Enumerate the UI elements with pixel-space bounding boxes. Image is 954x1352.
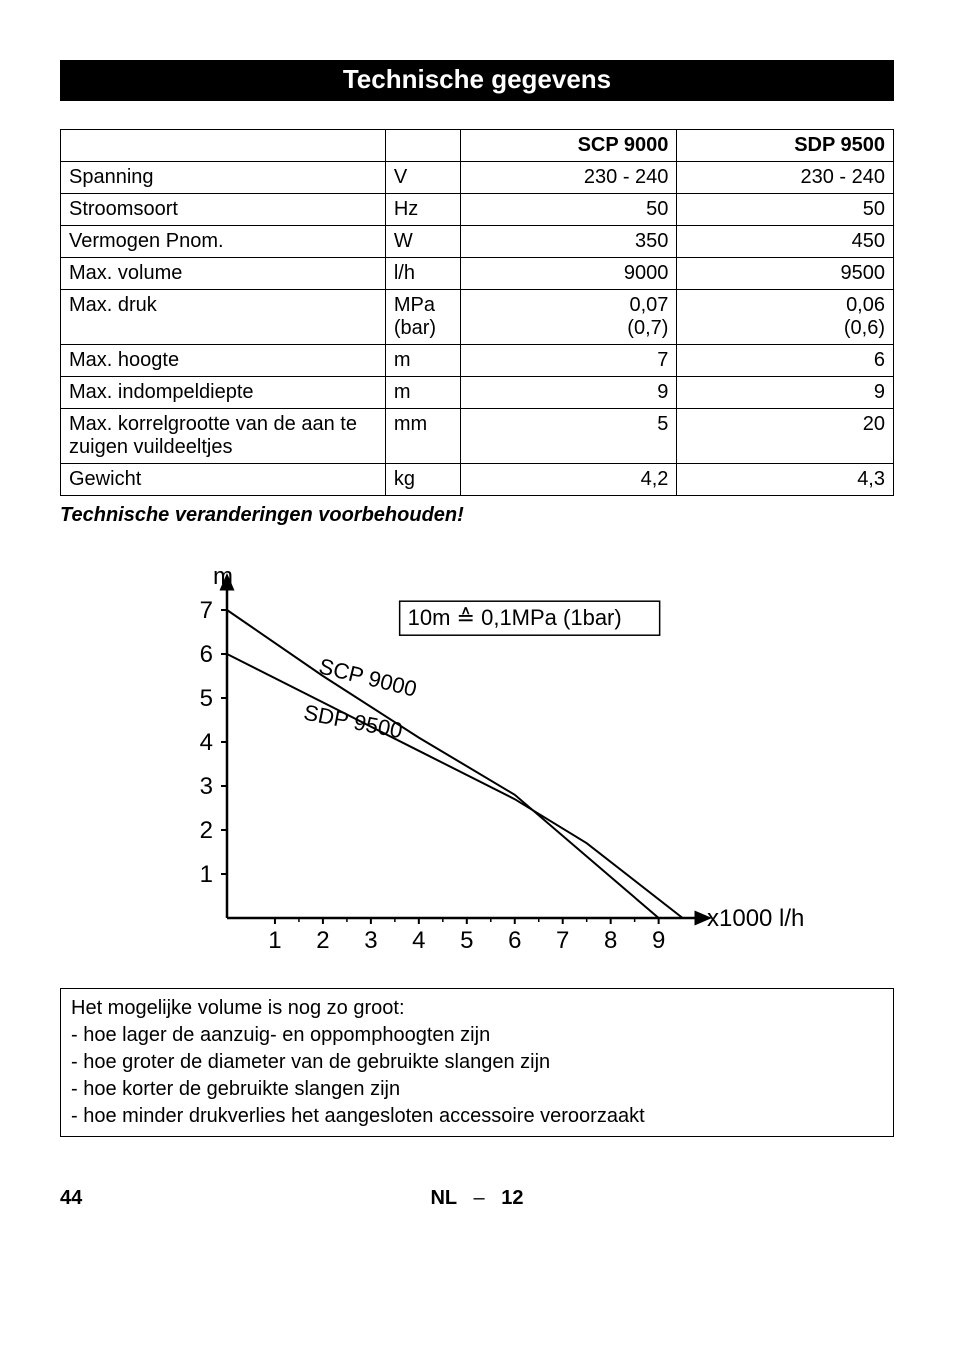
notes-item: - hoe groter de diameter van de gebruikt… xyxy=(71,1049,883,1076)
svg-text:4: 4 xyxy=(412,927,425,954)
table-row: Max. drukMPa(bar)0,07(0,7)0,06(0,6) xyxy=(61,290,894,345)
svg-text:m: m xyxy=(213,563,233,590)
page-number-global: 44 xyxy=(60,1187,82,1210)
svg-text:5: 5 xyxy=(200,685,213,712)
table-row: Max. indompeldieptem99 xyxy=(61,377,894,409)
svg-text:8: 8 xyxy=(604,927,617,954)
notes-item: - hoe minder drukverlies het aangesloten… xyxy=(71,1103,883,1130)
table-row: Max. volumel/h90009500 xyxy=(61,258,894,290)
performance-chart: 1 2 3 4 5 6 7 1 2 3 4 5 6 7 8 9 m x1000 l/h 10m ≙ 0,1MPa (… xyxy=(127,548,827,968)
page-indicator-local: NL – 12 xyxy=(430,1187,523,1210)
notes-item: - hoe lager de aanzuig- en oppomphoogten… xyxy=(71,1022,883,1049)
svg-text:2: 2 xyxy=(316,927,329,954)
notes-intro: Het mogelijke volume is nog zo groot: xyxy=(71,995,883,1022)
table-row: Max. hoogtem76 xyxy=(61,345,894,377)
notes-box: Het mogelijke volume is nog zo groot: - … xyxy=(60,988,894,1137)
disclaimer-text: Technische veranderingen voorbehouden! xyxy=(60,502,894,528)
table-row: Vermogen Pnom.W350450 xyxy=(61,226,894,258)
table-row: StroomsoortHz5050 xyxy=(61,194,894,226)
svg-text:6: 6 xyxy=(200,641,213,668)
svg-text:3: 3 xyxy=(364,927,377,954)
svg-text:SDP 9500: SDP 9500 xyxy=(302,700,405,744)
table-row: Max. korrelgrootte van de aan te zuigen … xyxy=(61,409,894,464)
svg-text:7: 7 xyxy=(200,597,213,624)
table-row: Gewichtkg4,24,3 xyxy=(61,464,894,496)
svg-text:6: 6 xyxy=(508,927,521,954)
col-header-scp: SCP 9000 xyxy=(460,130,677,162)
col-header-label xyxy=(61,130,386,162)
svg-text:4: 4 xyxy=(200,729,213,756)
col-header-sdp: SDP 9500 xyxy=(677,130,894,162)
svg-text:10m ≙ 0,1MPa (1bar): 10m ≙ 0,1MPa (1bar) xyxy=(408,605,622,630)
notes-item: - hoe korter de gebruikte slangen zijn xyxy=(71,1076,883,1103)
col-header-unit xyxy=(385,130,460,162)
svg-text:5: 5 xyxy=(460,927,473,954)
svg-text:x1000 l/h: x1000 l/h xyxy=(707,905,804,932)
section-header: Technische gegevens xyxy=(60,60,894,101)
svg-text:2: 2 xyxy=(200,817,213,844)
svg-text:1: 1 xyxy=(200,861,213,888)
spec-table: SCP 9000 SDP 9500 SpanningV230 - 240230 … xyxy=(60,129,894,496)
svg-text:1: 1 xyxy=(268,927,281,954)
svg-text:3: 3 xyxy=(200,773,213,800)
svg-text:SCP 9000: SCP 9000 xyxy=(316,653,419,701)
table-row: SpanningV230 - 240230 - 240 xyxy=(61,162,894,194)
svg-text:7: 7 xyxy=(556,927,569,954)
svg-text:9: 9 xyxy=(652,927,665,954)
